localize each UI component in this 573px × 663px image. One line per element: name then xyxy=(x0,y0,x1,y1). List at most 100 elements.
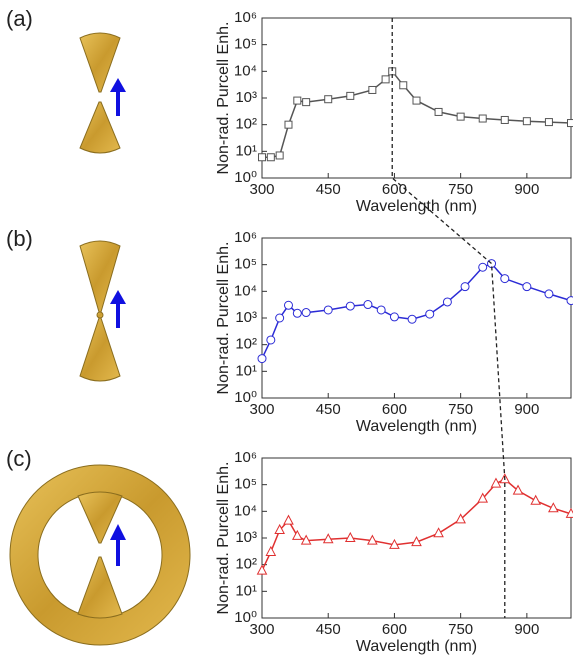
x-axis-label: Wavelength (nm) xyxy=(356,198,477,215)
y-tick-label: 10⁴ xyxy=(234,502,257,519)
y-tick-label: 10⁴ xyxy=(234,62,257,79)
marker xyxy=(411,536,422,547)
y-tick-label: 10⁴ xyxy=(234,282,257,299)
marker xyxy=(530,494,542,505)
y-tick-label: 10² xyxy=(235,556,257,573)
marker xyxy=(455,513,466,524)
y-tick-label: 10⁰ xyxy=(234,609,257,626)
y-tick-label: 10³ xyxy=(235,309,257,326)
marker xyxy=(324,95,333,104)
y-tick-label: 10¹ xyxy=(235,362,257,379)
marker xyxy=(346,91,355,100)
marker xyxy=(302,98,311,107)
x-tick-label: 450 xyxy=(316,181,341,198)
marker xyxy=(512,484,524,495)
y-tick-label: 10² xyxy=(235,116,257,133)
marker xyxy=(322,533,334,544)
marker xyxy=(257,354,267,364)
y-tick-label: 10⁶ xyxy=(234,449,257,466)
marker xyxy=(274,523,285,534)
antenna-b xyxy=(79,240,126,382)
marker xyxy=(544,289,554,299)
marker xyxy=(258,153,266,162)
x-tick-label: 450 xyxy=(316,621,341,638)
x-tick-label: 750 xyxy=(448,621,473,638)
marker xyxy=(544,118,553,127)
x-tick-label: 450 xyxy=(316,401,341,418)
y-axis-label: Non-rad. Purcell Enh. xyxy=(215,242,232,395)
marker xyxy=(345,301,355,311)
series-line xyxy=(261,478,572,571)
y-tick-label: 10³ xyxy=(235,89,257,106)
y-tick-label: 10⁵ xyxy=(234,476,257,493)
marker xyxy=(367,534,378,545)
marker xyxy=(460,282,470,292)
x-tick-label: 750 xyxy=(448,401,473,418)
marker xyxy=(293,96,302,105)
marker xyxy=(381,75,390,84)
marker xyxy=(425,309,435,319)
y-tick-label: 10³ xyxy=(235,529,257,546)
x-tick-label: 300 xyxy=(249,401,274,418)
marker xyxy=(522,282,532,292)
marker xyxy=(376,305,386,315)
panel-label: (b) xyxy=(6,226,33,251)
marker xyxy=(433,527,444,538)
marker xyxy=(301,308,311,318)
x-tick-label: 600 xyxy=(382,621,407,638)
marker xyxy=(442,297,452,307)
y-tick-label: 10⁰ xyxy=(234,389,257,406)
marker xyxy=(292,308,302,318)
y-tick-label: 10¹ xyxy=(235,142,257,159)
marker xyxy=(283,300,293,310)
marker xyxy=(566,296,573,306)
marker xyxy=(256,564,268,575)
antenna-a xyxy=(79,32,126,154)
marker xyxy=(500,274,510,284)
peak-guide xyxy=(391,18,506,618)
marker xyxy=(323,305,333,315)
marker xyxy=(363,300,373,310)
marker xyxy=(300,534,312,545)
marker xyxy=(284,120,293,129)
marker xyxy=(389,312,399,322)
y-tick-label: 10² xyxy=(235,336,257,353)
marker xyxy=(275,151,284,160)
x-tick-label: 600 xyxy=(382,401,407,418)
marker xyxy=(344,531,356,542)
marker xyxy=(434,107,443,116)
x-tick-label: 300 xyxy=(249,181,274,198)
x-tick-label: 300 xyxy=(249,621,274,638)
marker xyxy=(399,81,408,90)
y-tick-label: 10⁶ xyxy=(234,229,257,246)
marker xyxy=(407,314,417,324)
series-line xyxy=(262,70,572,158)
marker xyxy=(266,335,276,345)
y-tick-label: 10¹ xyxy=(235,582,257,599)
marker xyxy=(522,117,531,126)
marker xyxy=(477,492,489,503)
marker xyxy=(565,507,573,518)
antenna-c xyxy=(9,464,191,646)
marker xyxy=(283,514,294,525)
x-tick-label: 900 xyxy=(514,621,539,638)
marker xyxy=(412,96,421,105)
x-tick-label: 600 xyxy=(382,181,407,198)
marker xyxy=(500,115,509,124)
marker xyxy=(567,119,573,128)
marker xyxy=(456,112,465,121)
marker xyxy=(478,262,488,272)
marker xyxy=(265,545,277,556)
y-tick-label: 10⁶ xyxy=(234,9,257,26)
marker xyxy=(291,529,303,540)
marker xyxy=(368,85,377,94)
panel-label: (c) xyxy=(6,446,32,471)
panel-label: (a) xyxy=(6,6,33,31)
x-tick-label: 900 xyxy=(514,181,539,198)
x-axis-label: Wavelength (nm) xyxy=(356,418,477,435)
marker xyxy=(490,477,502,488)
y-axis-label: Non-rad. Purcell Enh. xyxy=(215,22,232,175)
x-tick-label: 750 xyxy=(448,181,473,198)
y-tick-label: 10⁰ xyxy=(234,169,257,186)
